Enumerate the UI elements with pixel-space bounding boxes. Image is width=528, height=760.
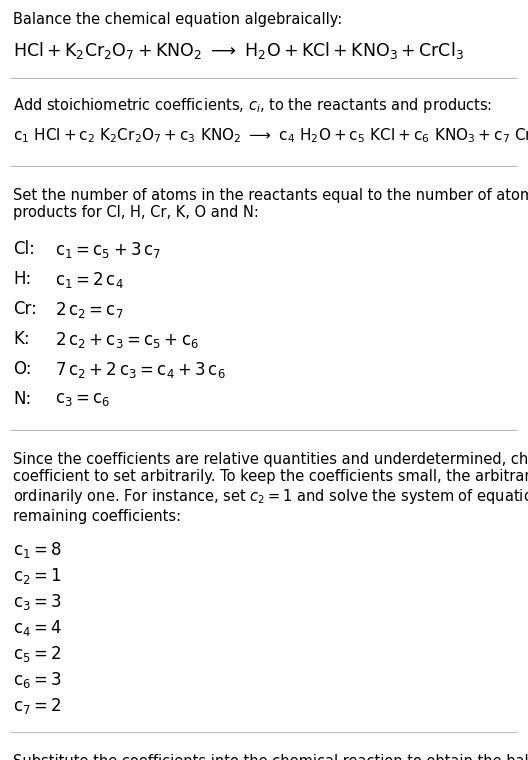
Text: $\mathrm{c_1 = c_5 + 3\,c_7}$: $\mathrm{c_1 = c_5 + 3\,c_7}$ [55, 240, 162, 260]
Text: $\mathrm{c_7 = 2}$: $\mathrm{c_7 = 2}$ [13, 696, 62, 716]
Text: Cl:: Cl: [13, 240, 35, 258]
Text: Cr:: Cr: [13, 300, 37, 318]
Text: H:: H: [13, 270, 31, 288]
Text: Set the number of atoms in the reactants equal to the number of atoms in the
pro: Set the number of atoms in the reactants… [13, 188, 528, 220]
Text: $\mathrm{c_6 = 3}$: $\mathrm{c_6 = 3}$ [13, 670, 62, 690]
Text: $\mathrm{c_1 = 8}$: $\mathrm{c_1 = 8}$ [13, 540, 62, 560]
Text: $\mathrm{c_3 = 3}$: $\mathrm{c_3 = 3}$ [13, 592, 62, 612]
Text: Add stoichiometric coefficients, $c_i$, to the reactants and products:: Add stoichiometric coefficients, $c_i$, … [13, 96, 492, 115]
Text: K:: K: [13, 330, 30, 348]
Text: $\mathrm{c_1\ HCl + c_2\ K_2Cr_2O_7 + c_3\ KNO_2 \ \longrightarrow \ c_4\ H_2O +: $\mathrm{c_1\ HCl + c_2\ K_2Cr_2O_7 + c_… [13, 126, 528, 144]
Text: $\mathrm{2\,c_2 = c_7}$: $\mathrm{2\,c_2 = c_7}$ [55, 300, 124, 320]
Text: Since the coefficients are relative quantities and underdetermined, choose a
coe: Since the coefficients are relative quan… [13, 452, 528, 524]
Text: $\mathrm{2\,c_2 + c_3 = c_5 + c_6}$: $\mathrm{2\,c_2 + c_3 = c_5 + c_6}$ [55, 330, 199, 350]
Text: $\mathrm{c_3 = c_6}$: $\mathrm{c_3 = c_6}$ [55, 390, 110, 408]
Text: $\mathrm{c_2 = 1}$: $\mathrm{c_2 = 1}$ [13, 566, 62, 586]
Text: $\mathrm{c_1 = 2\,c_4}$: $\mathrm{c_1 = 2\,c_4}$ [55, 270, 124, 290]
Text: $\mathrm{HCl + K_2Cr_2O_7 + KNO_2 \ \longrightarrow \ H_2O + KCl + KNO_3 + CrCl_: $\mathrm{HCl + K_2Cr_2O_7 + KNO_2 \ \lon… [13, 40, 464, 61]
Text: $\mathrm{7\,c_2 + 2\,c_3 = c_4 + 3\,c_6}$: $\mathrm{7\,c_2 + 2\,c_3 = c_4 + 3\,c_6}… [55, 360, 225, 380]
Text: $\mathrm{c_4 = 4}$: $\mathrm{c_4 = 4}$ [13, 618, 62, 638]
Text: Balance the chemical equation algebraically:: Balance the chemical equation algebraica… [13, 12, 342, 27]
Text: Substitute the coefficients into the chemical reaction to obtain the balanced
eq: Substitute the coefficients into the che… [13, 754, 528, 760]
Text: $\mathrm{c_5 = 2}$: $\mathrm{c_5 = 2}$ [13, 644, 62, 664]
Text: O:: O: [13, 360, 32, 378]
Text: N:: N: [13, 390, 31, 408]
